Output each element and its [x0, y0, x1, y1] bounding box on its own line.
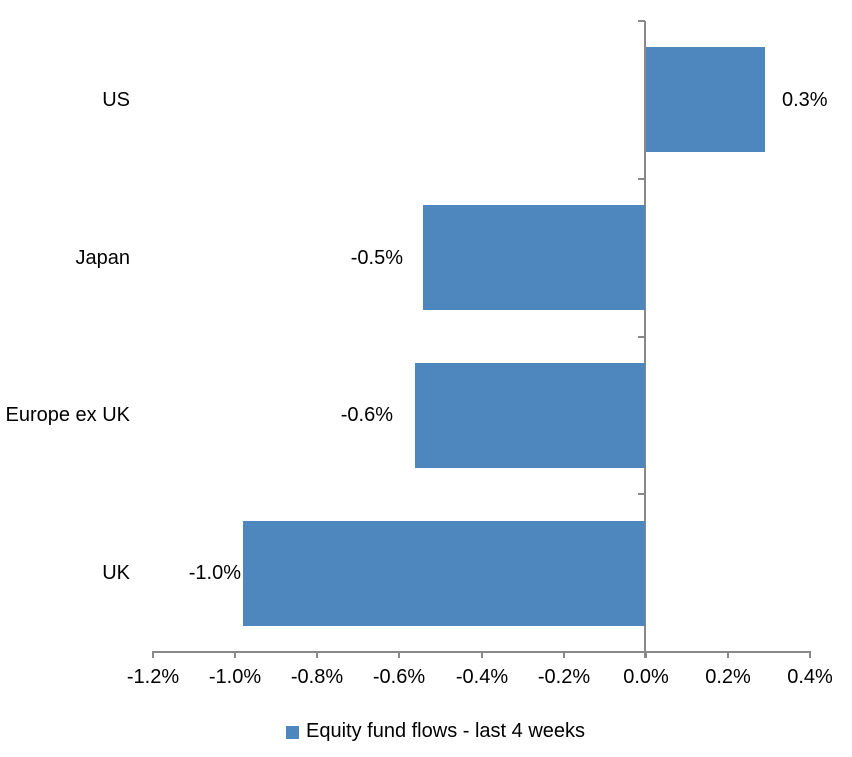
x-tick-label: 0.4% [787, 666, 833, 688]
x-tick [563, 651, 565, 658]
x-tick-label: 0.0% [623, 666, 669, 688]
legend-marker-icon [286, 726, 299, 739]
x-tick [152, 651, 154, 658]
x-tick [809, 651, 811, 658]
category-tick [638, 493, 645, 495]
category-tick [638, 20, 645, 22]
x-tick-label: 0.2% [705, 666, 751, 688]
zero-axis-line [644, 21, 646, 658]
bar [415, 363, 646, 468]
bar [646, 47, 765, 152]
category-tick [638, 178, 645, 180]
legend: Equity fund flows - last 4 weeks [286, 720, 585, 743]
x-tick-label: -1.2% [126, 666, 180, 688]
category-tick [638, 336, 645, 338]
bar-value-label: 0.3% [782, 89, 828, 111]
category-label: US [102, 89, 130, 111]
bar [242, 521, 645, 626]
x-tick-label: -0.4% [455, 666, 509, 688]
x-tick [645, 651, 647, 658]
x-tick-label: -0.8% [290, 666, 344, 688]
x-tick [234, 651, 236, 658]
bar-value-label: -0.5% [350, 247, 403, 269]
x-tick [481, 651, 483, 658]
x-tick-label: -0.2% [537, 666, 591, 688]
x-tick-label: -0.6% [372, 666, 426, 688]
bar-value-label: -1.0% [188, 562, 241, 584]
legend-label: Equity fund flows - last 4 weeks [306, 720, 586, 742]
bar-value-label: -0.6% [340, 404, 393, 426]
category-label: Europe ex UK [5, 404, 130, 426]
x-tick [727, 651, 729, 658]
x-tick [316, 651, 318, 658]
x-tick-label: -1.0% [208, 666, 262, 688]
category-tick [638, 651, 645, 653]
category-label: Japan [75, 247, 131, 269]
bar [423, 205, 646, 310]
x-tick [398, 651, 400, 658]
category-label: UK [102, 562, 130, 584]
